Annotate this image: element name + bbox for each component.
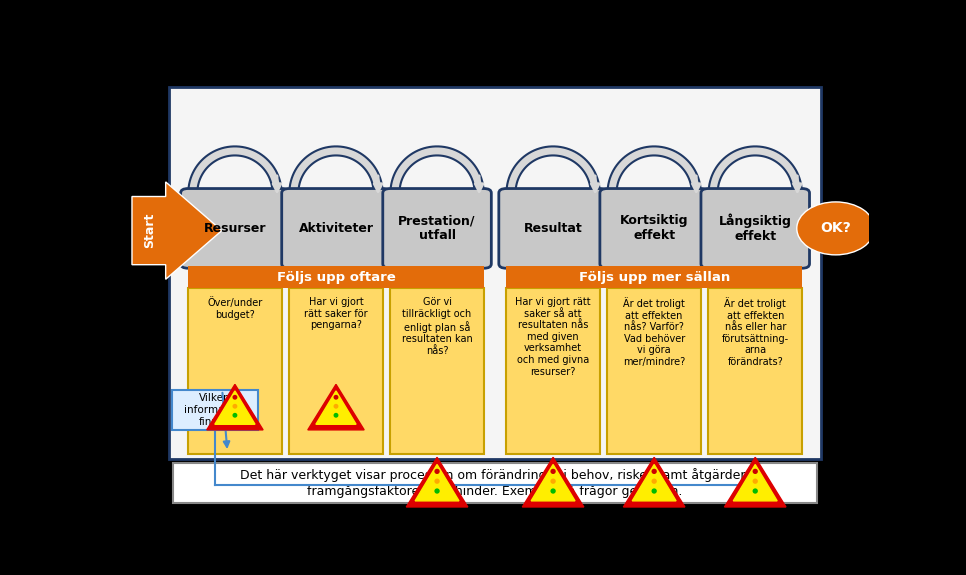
FancyBboxPatch shape [172,390,258,430]
Ellipse shape [651,469,657,474]
Text: Följs upp oftare: Följs upp oftare [276,271,395,283]
FancyBboxPatch shape [390,288,484,454]
Ellipse shape [435,488,440,494]
Text: Långsiktig
effekt: Långsiktig effekt [719,213,792,243]
FancyBboxPatch shape [169,87,821,459]
Text: Är det troligt
att effekten
nås? Varför?
Vad behöver
vi göra
mer/mindre?: Är det troligt att effekten nås? Varför?… [623,297,685,367]
Ellipse shape [435,478,440,484]
Text: Aktiviteter: Aktiviteter [298,222,374,235]
Text: Det här verktyget visar processen om förändringar i behov, risker samt åtgärder,: Det här verktyget visar processen om för… [241,468,750,498]
Polygon shape [207,384,263,430]
Ellipse shape [333,404,338,409]
Text: Gör vi
tillräckligt och
enligt plan så
resultaten kan
nås?: Gör vi tillräckligt och enligt plan så r… [402,297,472,356]
Polygon shape [308,384,364,430]
FancyBboxPatch shape [608,288,701,454]
Polygon shape [214,391,255,424]
FancyBboxPatch shape [188,288,282,454]
Text: Har vi gjort
rätt saker för
pengarna?: Har vi gjort rätt saker för pengarna? [304,297,368,330]
Ellipse shape [233,404,238,409]
FancyBboxPatch shape [173,463,817,503]
FancyBboxPatch shape [506,266,802,288]
FancyBboxPatch shape [289,288,383,454]
Polygon shape [733,465,778,501]
Ellipse shape [551,488,555,494]
Text: Har vi gjort rätt
saker så att
resultaten nås
med given
verksamhet
och med givna: Har vi gjort rätt saker så att resultate… [515,297,591,377]
Text: Vilken
information
finns?: Vilken information finns? [185,393,245,427]
Polygon shape [623,457,685,507]
Polygon shape [724,457,786,507]
Polygon shape [523,457,583,507]
Text: Prestation/
utfall: Prestation/ utfall [398,214,476,243]
FancyBboxPatch shape [498,189,608,268]
Polygon shape [415,465,459,501]
FancyBboxPatch shape [600,189,708,268]
Ellipse shape [233,395,238,400]
Ellipse shape [753,488,758,494]
Ellipse shape [651,488,657,494]
Ellipse shape [753,478,758,484]
Ellipse shape [233,413,238,417]
FancyBboxPatch shape [188,266,484,288]
Ellipse shape [333,395,338,400]
FancyBboxPatch shape [506,288,600,454]
FancyBboxPatch shape [701,189,810,268]
FancyBboxPatch shape [282,189,390,268]
FancyBboxPatch shape [383,189,492,268]
Ellipse shape [753,469,758,474]
Ellipse shape [333,413,338,417]
Text: Över/under
budget?: Över/under budget? [208,297,263,320]
Ellipse shape [551,469,555,474]
Polygon shape [132,182,222,279]
Polygon shape [316,391,356,424]
Text: Kortsiktig
effekt: Kortsiktig effekt [620,214,689,243]
Text: OK?: OK? [820,221,851,235]
FancyBboxPatch shape [181,189,289,268]
Text: Start: Start [143,213,156,248]
Polygon shape [531,465,575,501]
Ellipse shape [797,202,874,255]
Text: Resultat: Resultat [524,222,582,235]
Text: Är det troligt
att effekten
nås eller har
förutsättning-
arna
förändrats?: Är det troligt att effekten nås eller ha… [722,297,789,367]
Polygon shape [632,465,676,501]
FancyBboxPatch shape [708,288,802,454]
Polygon shape [407,457,468,507]
Ellipse shape [551,478,555,484]
Text: Följs upp mer sällan: Följs upp mer sällan [579,271,729,283]
Ellipse shape [651,478,657,484]
Ellipse shape [435,469,440,474]
Text: Resurser: Resurser [204,222,267,235]
